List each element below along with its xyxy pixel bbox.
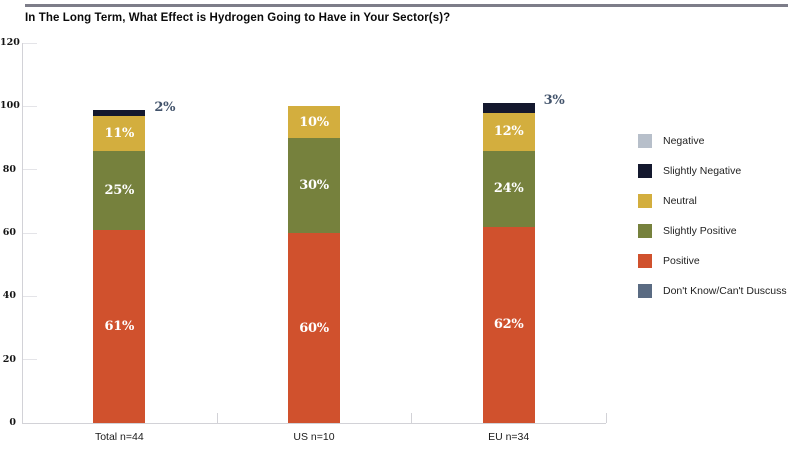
top-rule-divider bbox=[25, 4, 788, 7]
bar-segment bbox=[482, 103, 535, 113]
bar-segment-label: 60% bbox=[299, 320, 329, 336]
y-axis-tick-label: 0 bbox=[9, 417, 16, 428]
bar-segment: 62% bbox=[482, 226, 535, 423]
bar-segment-label: 30% bbox=[299, 178, 329, 193]
x-axis-line bbox=[22, 423, 606, 424]
bar-segment: 60% bbox=[288, 233, 340, 423]
legend-swatch bbox=[638, 134, 652, 148]
y-axis-tick-label: 80 bbox=[2, 163, 16, 175]
bar-annotation: 3% bbox=[543, 93, 565, 109]
bar-segment-label: 24% bbox=[493, 181, 524, 197]
legend-item: Don't Know/Can't Duscuss bbox=[638, 284, 787, 298]
legend-swatch bbox=[638, 164, 652, 178]
legend-swatch bbox=[638, 194, 652, 208]
y-axis-tick-label: 20 bbox=[2, 353, 16, 365]
bar-segment: 10% bbox=[288, 106, 340, 138]
y-axis-tick bbox=[22, 295, 37, 297]
chart-title: In The Long Term, What Effect is Hydroge… bbox=[25, 12, 451, 24]
bar-annotation: 2% bbox=[154, 99, 176, 115]
legend-item: Slightly Negative bbox=[638, 164, 787, 178]
bar-segment: 25% bbox=[93, 150, 146, 230]
category-boundary-tick bbox=[216, 413, 218, 423]
category-boundary-tick bbox=[411, 413, 413, 423]
bar-segment-label: 62% bbox=[493, 317, 524, 333]
legend-label: Slightly Negative bbox=[663, 165, 742, 177]
category-label: US n=10 bbox=[293, 431, 335, 443]
bar-segment: 11% bbox=[93, 115, 146, 151]
y-axis-tick-label: 60 bbox=[2, 227, 16, 238]
y-axis-tick bbox=[22, 42, 37, 44]
y-axis-tick-label: 40 bbox=[2, 290, 16, 302]
bar-segment: 24% bbox=[482, 150, 535, 227]
y-axis-tick-label: 120 bbox=[0, 37, 20, 48]
legend-label: Neutral bbox=[663, 195, 697, 207]
bar-segment-label: 10% bbox=[299, 114, 329, 130]
legend-swatch bbox=[638, 284, 652, 298]
category-label: EU n=34 bbox=[488, 431, 530, 443]
legend-item: Positive bbox=[638, 254, 787, 268]
legend-label: Negative bbox=[663, 135, 705, 147]
legend-item: Neutral bbox=[638, 194, 787, 208]
bar-segment-label: 12% bbox=[493, 124, 524, 140]
y-axis-tick bbox=[22, 169, 37, 171]
legend-swatch bbox=[638, 254, 652, 268]
bar-segment bbox=[93, 109, 146, 116]
y-axis-line bbox=[22, 43, 23, 423]
bar-segment: 61% bbox=[93, 229, 146, 423]
bar-segment-label: 11% bbox=[104, 125, 135, 141]
y-axis-tick bbox=[22, 105, 37, 107]
legend-item: Negative bbox=[638, 134, 787, 148]
legend-swatch bbox=[638, 224, 652, 238]
bar-segment-label: 61% bbox=[104, 318, 135, 334]
bar-segment-label: 25% bbox=[104, 182, 135, 198]
category-label: Total n=44 bbox=[94, 431, 144, 443]
category-boundary-tick bbox=[606, 413, 607, 423]
y-axis-tick bbox=[22, 232, 37, 234]
legend-label: Don't Know/Can't Duscuss bbox=[663, 285, 787, 297]
y-axis-tick-label: 100 bbox=[0, 100, 20, 112]
bar-segment: 30% bbox=[288, 138, 340, 233]
legend-label: Slightly Positive bbox=[663, 225, 737, 237]
bar-segment: 12% bbox=[482, 112, 535, 151]
chart-legend: Negative Slightly Negative Neutral Slightly… bbox=[638, 134, 787, 298]
legend-item: Slightly Positive bbox=[638, 224, 787, 238]
y-axis-tick bbox=[22, 359, 37, 361]
legend-label: Positive bbox=[663, 255, 700, 267]
